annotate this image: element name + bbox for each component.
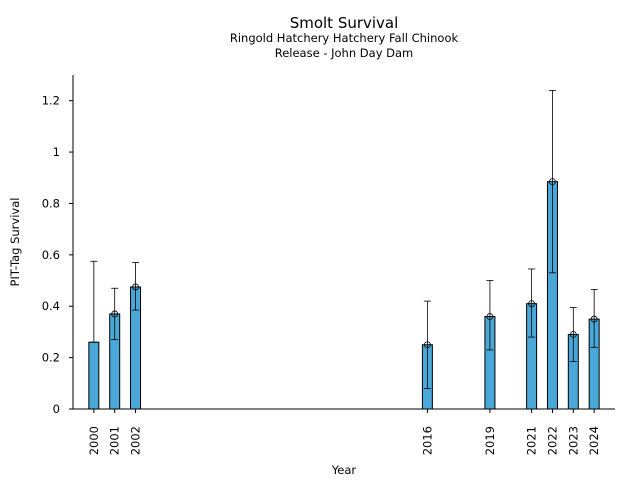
- x-tick-label: 2002: [129, 426, 143, 455]
- x-tick-label: 2022: [545, 426, 559, 455]
- x-tick-label: 2019: [483, 426, 497, 455]
- x-axis-label: Year: [331, 463, 357, 477]
- y-axis-label: PIT-Tag Survival: [8, 198, 22, 287]
- x-tick-label: 2016: [420, 426, 434, 455]
- x-tick-label: 2001: [108, 426, 122, 455]
- x-tick-label: 2023: [566, 426, 580, 455]
- bar-marker: [486, 313, 494, 320]
- y-tick-label: 0.2: [42, 351, 60, 365]
- chart-subtitle-line2: Release - John Day Dam: [275, 46, 414, 60]
- x-tick-label: 2000: [87, 426, 101, 455]
- bar-marker: [111, 310, 119, 318]
- bars-layer: [88, 90, 600, 410]
- y-tick-label: 0.8: [42, 196, 60, 210]
- x-ticks: 2000 2001 2002 2016 2019 2021 2022 2023 2024: [87, 409, 601, 455]
- bar-marker: [528, 300, 536, 308]
- y-tick-label: 1: [53, 145, 60, 159]
- bar-marker: [590, 315, 598, 323]
- x-tick-label: 2024: [587, 426, 601, 455]
- bar-marker: [569, 331, 577, 338]
- bar-marker: [132, 283, 139, 291]
- bar: [88, 341, 100, 410]
- chart-title: Smolt Survival: [290, 14, 399, 32]
- bar-marker: [549, 178, 556, 186]
- y-tick-label: 0.4: [42, 299, 60, 313]
- y-ticks: 0 0.2 0.4 0.6 0.8 1 1.2: [42, 94, 73, 416]
- chart-subtitle-line1: Ringold Hatchery Hatchery Fall Chinook: [230, 31, 459, 45]
- y-tick-label: 0.6: [42, 248, 60, 262]
- y-tick-label: 1.2: [42, 94, 60, 108]
- bar-marker: [423, 341, 431, 349]
- y-tick-label: 0: [53, 402, 60, 416]
- x-tick-label: 2021: [525, 426, 539, 455]
